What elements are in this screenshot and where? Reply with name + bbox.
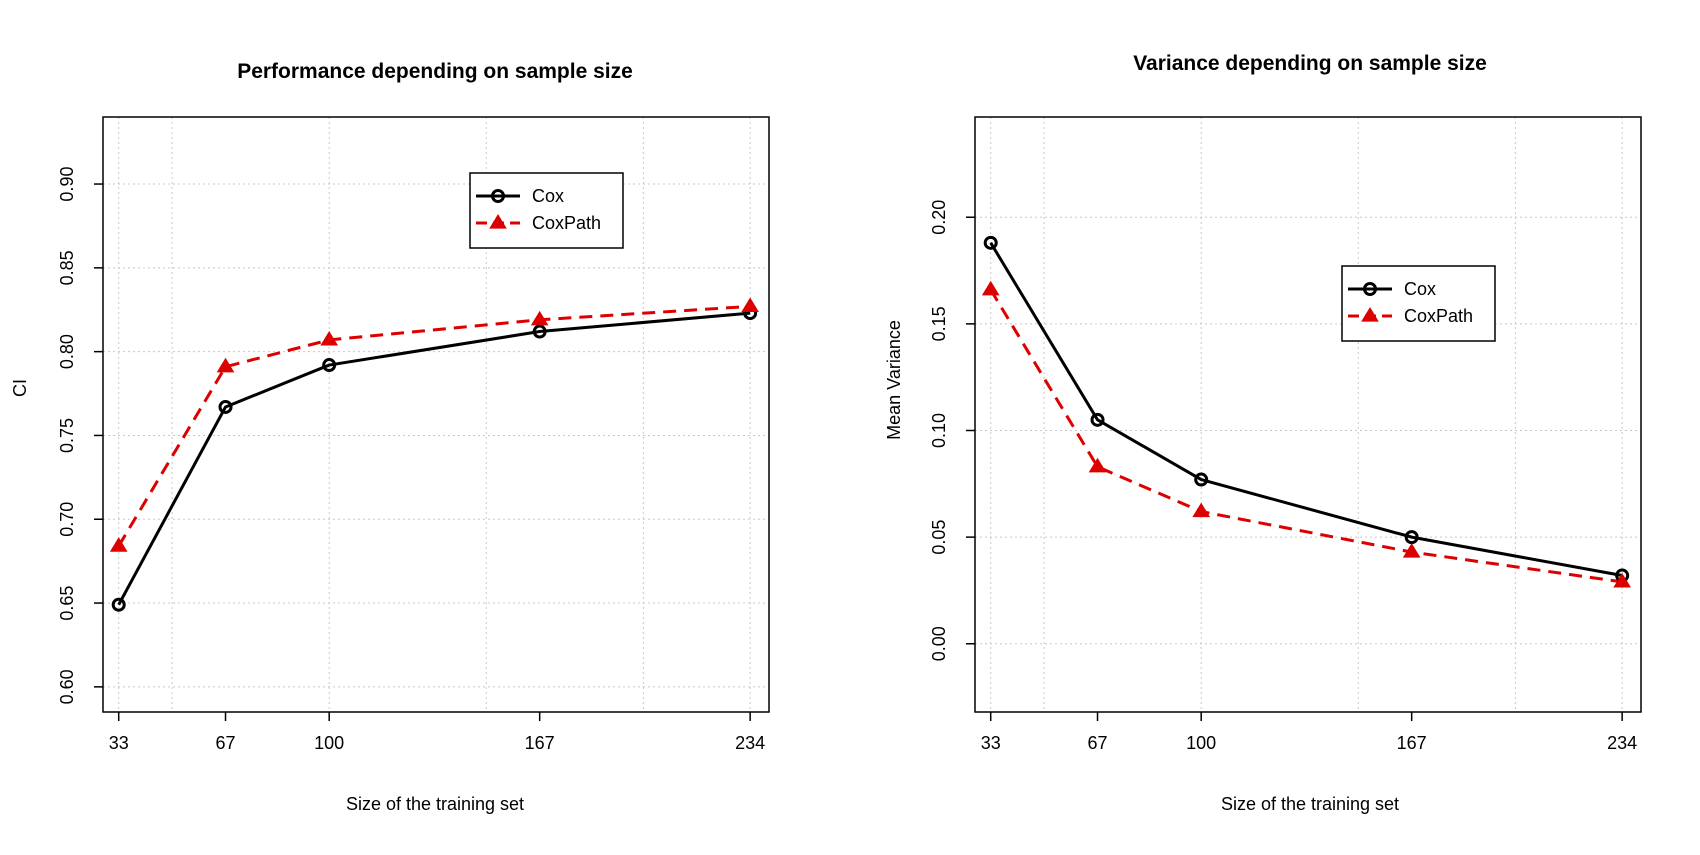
x-tick-label: 67 <box>216 733 236 753</box>
y-tick-label: 0.20 <box>929 200 949 235</box>
y-axis-label: Mean Variance <box>884 320 904 440</box>
x-tick-label: 33 <box>981 733 1001 753</box>
legend-box <box>1341 265 1496 342</box>
legend-box <box>469 172 624 249</box>
data-point-cox <box>983 235 998 250</box>
grid <box>975 117 1641 712</box>
data-point-coxpath <box>216 357 235 373</box>
data-point-coxpath <box>1613 572 1631 588</box>
data-point-coxpath <box>530 310 549 326</box>
legend: Cox CoxPath <box>1341 265 1496 342</box>
y-tick-label: 0.70 <box>57 502 77 537</box>
data-point-cox <box>322 358 337 373</box>
y-tick-label: 0.60 <box>57 669 77 704</box>
series-lines <box>117 304 751 606</box>
data-point-cox <box>1404 530 1419 545</box>
x-tick-label: 167 <box>525 733 555 753</box>
y-tick-label: 0.00 <box>929 626 949 661</box>
y-axis: 0.60 0.65 0.70 0.75 0.80 0.85 0.90 <box>57 167 103 704</box>
x-tick-label: 67 <box>1088 733 1108 753</box>
y-axis: 0.00 0.05 0.10 0.15 0.20 <box>929 200 975 661</box>
data-point-coxpath <box>1402 543 1421 558</box>
y-axis-label: CI <box>10 379 30 397</box>
legend-label-cox: Cox <box>1404 279 1436 299</box>
legend: Cox CoxPath <box>469 172 624 249</box>
panel-variance: Variance depending on sample size Size o… <box>884 52 1642 814</box>
data-point-coxpath <box>741 297 759 313</box>
panel-performance: Performance depending on sample size Siz… <box>10 60 770 814</box>
x-tick-label: 33 <box>109 733 129 753</box>
series-markers <box>981 235 1631 588</box>
legend-marker-coxpath <box>489 214 507 229</box>
y-tick-label: 0.90 <box>57 167 77 202</box>
y-tick-label: 0.10 <box>929 413 949 448</box>
legend-marker-cox <box>1363 282 1377 296</box>
series-lines <box>989 242 1623 584</box>
chart-title: Variance depending on sample size <box>1133 52 1487 75</box>
data-point-cox <box>1090 412 1105 427</box>
x-axis: 33 67 100 167 234 <box>109 712 765 753</box>
data-point-cox <box>1194 472 1209 487</box>
data-point-coxpath <box>320 330 339 346</box>
series-line-cox <box>989 242 1623 577</box>
legend-label-coxpath: CoxPath <box>1404 306 1473 326</box>
data-point-coxpath <box>1192 502 1211 518</box>
data-point-coxpath <box>109 537 128 552</box>
legend-label-cox: Cox <box>532 186 564 206</box>
y-tick-label: 0.85 <box>57 250 77 285</box>
y-tick-label: 0.65 <box>57 586 77 621</box>
y-tick-label: 0.15 <box>929 306 949 341</box>
plot-frame <box>102 116 770 713</box>
series-line-cox <box>117 311 751 606</box>
y-tick-label: 0.05 <box>929 520 949 555</box>
x-axis-label: Size of the training set <box>1221 794 1399 814</box>
data-point-coxpath <box>1088 457 1107 473</box>
x-tick-label: 234 <box>735 733 765 753</box>
x-tick-label: 100 <box>1186 733 1216 753</box>
x-axis: 33 67 100 167 234 <box>981 712 1637 753</box>
data-point-cox <box>532 324 547 339</box>
series-line-coxpath <box>989 288 1623 584</box>
y-tick-label: 0.80 <box>57 334 77 369</box>
series-markers <box>109 297 759 612</box>
y-tick-label: 0.75 <box>57 418 77 453</box>
grid <box>103 117 769 712</box>
x-tick-label: 234 <box>1607 733 1637 753</box>
x-tick-label: 167 <box>1397 733 1427 753</box>
plot-frame <box>974 116 1642 713</box>
chart-title: Performance depending on sample size <box>237 60 633 83</box>
legend-label-coxpath: CoxPath <box>532 213 601 233</box>
data-point-coxpath <box>981 280 1000 296</box>
x-axis-label: Size of the training set <box>346 794 524 814</box>
legend-marker-coxpath <box>1361 307 1379 322</box>
x-tick-label: 100 <box>314 733 344 753</box>
legend-marker-cox <box>491 189 505 203</box>
data-point-cox <box>218 399 233 414</box>
data-point-cox <box>111 597 126 612</box>
